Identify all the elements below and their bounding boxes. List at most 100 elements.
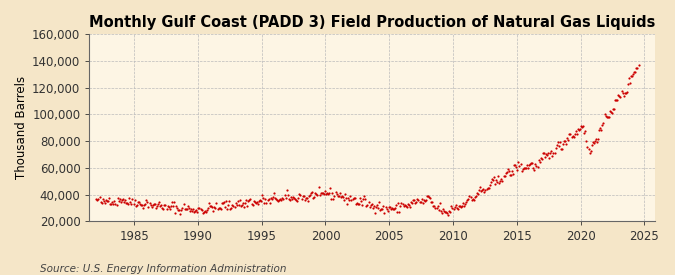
Point: [234, 197, 245, 202]
Point: [174, 207, 185, 212]
Point: [417, 201, 428, 206]
Point: [583, 147, 594, 152]
Point: [197, 211, 208, 216]
Point: [148, 202, 159, 207]
Point: [91, 196, 102, 201]
Point: [502, 170, 512, 175]
Point: [489, 175, 500, 179]
Point: [409, 198, 420, 202]
Point: [129, 198, 140, 202]
Point: [609, 107, 620, 111]
Point: [576, 124, 587, 128]
Point: [134, 202, 145, 206]
Point: [161, 206, 172, 211]
Point: [557, 147, 568, 151]
Point: [352, 201, 362, 205]
Point: [93, 197, 104, 201]
Point: [240, 201, 250, 205]
Point: [554, 144, 564, 148]
Point: [517, 167, 528, 172]
Point: [108, 202, 119, 206]
Point: [99, 198, 109, 203]
Point: [632, 66, 643, 71]
Point: [184, 206, 194, 210]
Point: [247, 203, 258, 207]
Point: [171, 204, 182, 208]
Point: [234, 203, 244, 207]
Point: [229, 205, 240, 210]
Point: [190, 208, 200, 213]
Point: [406, 200, 417, 205]
Point: [620, 91, 631, 95]
Point: [317, 191, 328, 195]
Point: [396, 201, 407, 206]
Point: [526, 161, 537, 165]
Point: [198, 209, 209, 214]
Point: [228, 204, 239, 208]
Point: [628, 72, 639, 76]
Point: [358, 197, 369, 201]
Point: [421, 197, 431, 202]
Point: [395, 204, 406, 208]
Point: [232, 199, 243, 204]
Point: [568, 135, 579, 140]
Point: [391, 203, 402, 208]
Point: [127, 197, 138, 201]
Point: [373, 206, 383, 210]
Point: [565, 132, 576, 137]
Point: [328, 197, 339, 201]
Point: [469, 195, 480, 199]
Point: [136, 203, 146, 207]
Point: [277, 196, 288, 200]
Point: [450, 203, 461, 208]
Point: [563, 137, 574, 142]
Point: [394, 209, 405, 214]
Point: [119, 197, 130, 202]
Point: [439, 210, 450, 214]
Point: [362, 203, 373, 207]
Point: [376, 207, 387, 211]
Point: [435, 209, 446, 214]
Point: [444, 209, 455, 214]
Point: [384, 205, 395, 209]
Point: [422, 193, 433, 198]
Point: [464, 194, 475, 198]
Point: [419, 199, 430, 203]
Point: [431, 205, 442, 210]
Point: [454, 204, 464, 209]
Point: [432, 204, 443, 209]
Point: [605, 110, 616, 115]
Point: [441, 210, 452, 214]
Point: [502, 167, 513, 171]
Point: [534, 160, 545, 164]
Point: [544, 156, 555, 160]
Point: [472, 191, 483, 195]
Point: [208, 209, 219, 214]
Point: [412, 197, 423, 202]
Point: [103, 198, 113, 203]
Point: [475, 185, 485, 189]
Point: [256, 199, 267, 204]
Point: [217, 201, 228, 205]
Point: [617, 90, 628, 95]
Point: [494, 180, 505, 185]
Point: [387, 205, 398, 210]
Point: [193, 205, 204, 210]
Point: [530, 161, 541, 166]
Point: [349, 196, 360, 200]
Point: [136, 203, 147, 208]
Point: [302, 196, 313, 200]
Point: [92, 198, 103, 202]
Point: [194, 206, 205, 210]
Point: [299, 197, 310, 202]
Point: [192, 210, 202, 214]
Point: [389, 207, 400, 211]
Point: [99, 201, 110, 205]
Point: [230, 200, 241, 205]
Point: [298, 194, 309, 198]
Point: [416, 197, 427, 202]
Point: [321, 192, 331, 196]
Point: [427, 200, 437, 205]
Point: [275, 197, 286, 202]
Point: [603, 115, 614, 119]
